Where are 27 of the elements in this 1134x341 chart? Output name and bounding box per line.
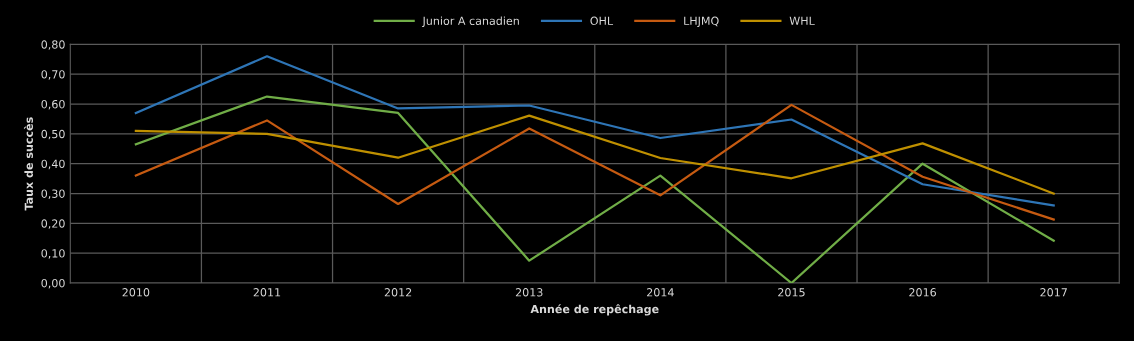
legend-label: WHL: [789, 16, 815, 25]
legend-label: OHL: [590, 16, 614, 26]
x-tick-label: 2011: [253, 288, 281, 297]
y-tick-label: 0,70: [41, 70, 65, 80]
y-tick-label: 0,80: [41, 40, 65, 50]
y-tick-label: 0,20: [41, 219, 65, 229]
line-series: [134, 55, 1055, 207]
y-tick-label: 0,60: [41, 99, 65, 110]
y-axis-title: Taux de succès: [23, 117, 33, 211]
y-tick-label: 0,40: [41, 159, 65, 170]
line-series: [134, 114, 1055, 195]
y-tick-label: 0,00: [41, 279, 65, 289]
y-tick-label: 0,10: [41, 249, 65, 259]
x-tick-label: 2010: [122, 288, 150, 297]
line-series: [134, 95, 1055, 284]
x-axis-title: Année de repêchage: [530, 304, 659, 316]
legend-label: Junior A canadien: [421, 16, 519, 28]
y-tick-label: 0,50: [41, 129, 65, 140]
x-tick-label: 2016: [909, 288, 937, 297]
x-tick-label: 2015: [778, 288, 805, 297]
x-tick-label: 2013: [515, 288, 543, 297]
y-tick-label: 0,30: [41, 189, 65, 200]
x-tick-label: 2017: [1040, 288, 1067, 297]
x-tick-label: 2012: [384, 288, 412, 297]
legend-label: LHJMQ: [684, 16, 719, 28]
x-tick-label: 2014: [647, 288, 674, 297]
line-series: [134, 103, 1055, 221]
